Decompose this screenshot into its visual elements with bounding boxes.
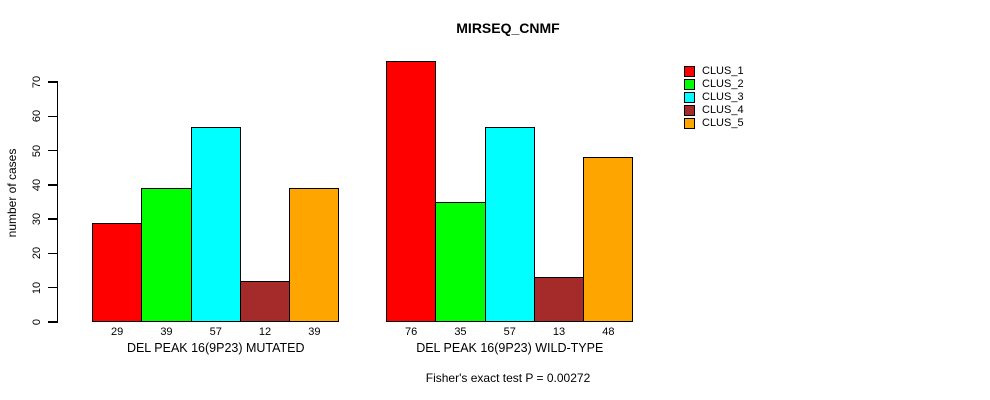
- bar-value-label: 57: [503, 326, 516, 338]
- y-tick-label: 50: [31, 144, 43, 157]
- bar-clus_5-group2: [583, 157, 634, 322]
- bar-clus_5-group1: [289, 188, 340, 322]
- legend-color-swatch: [684, 78, 695, 90]
- legend-label: CLUS_4: [702, 103, 744, 116]
- bar-value-label: 57: [209, 326, 222, 338]
- legend-color-swatch: [684, 104, 695, 116]
- y-tick-mark: [48, 321, 58, 323]
- bar-clus_1-group2: [386, 61, 437, 322]
- y-tick-label: 20: [31, 247, 43, 260]
- y-tick-label: 70: [31, 75, 43, 89]
- bar-value-label: 35: [454, 326, 467, 338]
- bar-clus_3-group2: [484, 126, 535, 322]
- bar-value-label: 39: [160, 326, 173, 338]
- bar-value-label: 12: [258, 326, 272, 338]
- legend-row: CLUS_4: [684, 104, 744, 117]
- legend-label: CLUS_3: [702, 90, 744, 103]
- y-tick-mark: [48, 218, 58, 220]
- y-tick-mark: [48, 252, 58, 255]
- y-tick-mark: [48, 115, 58, 117]
- bar-clus_4-group1: [239, 280, 291, 322]
- fisher-test-footnote: Fisher's exact test P = 0.00272: [425, 371, 591, 385]
- legend-row: CLUS_3: [684, 91, 744, 104]
- y-tick-mark: [48, 81, 58, 83]
- bar-value-label: 39: [308, 326, 321, 338]
- bar-value-label: 48: [602, 326, 615, 338]
- y-tick-label: 60: [31, 110, 43, 123]
- bar-clus_4-group2: [533, 277, 585, 322]
- bar-value-label: 13: [552, 326, 566, 338]
- y-tick-label: 10: [31, 281, 43, 294]
- y-tick-mark: [48, 149, 58, 152]
- bar-value-label: 29: [111, 326, 124, 338]
- y-axis-line: [57, 82, 59, 322]
- legend-color-swatch: [684, 117, 695, 129]
- legend-label: CLUS_1: [702, 64, 744, 77]
- y-tick-label: 0: [31, 318, 43, 326]
- bar-clus_3-group1: [190, 126, 241, 322]
- bar-value-label: 76: [405, 326, 418, 338]
- bar-clus_2-group2: [435, 202, 486, 322]
- group-label: DEL PEAK 16(9P23) MUTATED: [126, 341, 305, 355]
- legend-row: CLUS_5: [684, 117, 744, 130]
- y-tick-label: 30: [31, 213, 43, 226]
- legend-row: CLUS_1: [684, 65, 744, 78]
- legend-label: CLUS_2: [702, 77, 744, 90]
- y-axis-label: number of cases: [5, 148, 19, 238]
- group-label: DEL PEAK 16(9P23) WILD-TYPE: [416, 341, 604, 355]
- bar-clus_2-group1: [141, 188, 192, 322]
- bar-clus_1-group1: [92, 222, 143, 322]
- legend-color-swatch: [684, 65, 695, 77]
- legend: CLUS_1 CLUS_2 CLUS_3 CLUS_4 CLUS_5: [684, 65, 744, 129]
- legend-row: CLUS_2: [684, 78, 744, 91]
- legend-label: CLUS_5: [702, 116, 744, 129]
- y-tick-label: 40: [31, 178, 43, 191]
- legend-color-swatch: [684, 91, 695, 103]
- chart-title: MIRSEQ_CNMF: [456, 20, 560, 36]
- y-tick-mark: [48, 287, 58, 289]
- y-tick-mark: [48, 184, 58, 186]
